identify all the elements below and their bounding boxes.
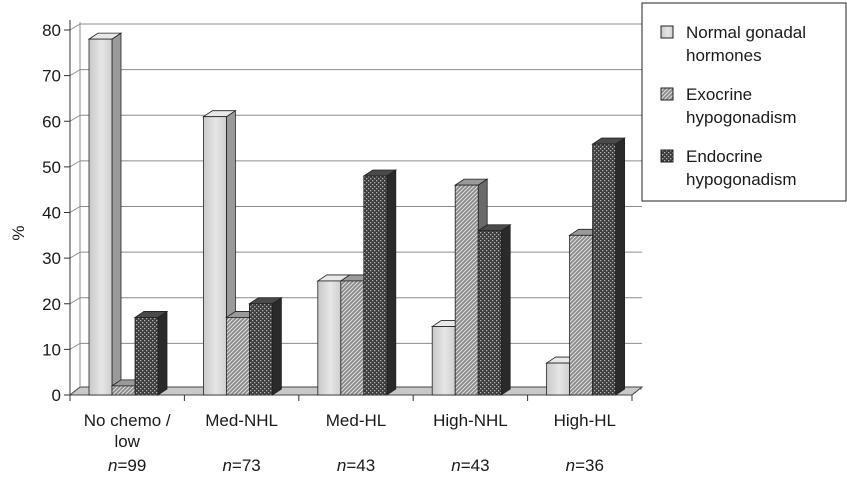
bar-front bbox=[592, 143, 616, 396]
y-tick-label: 40 bbox=[42, 204, 61, 223]
y-axis: 0 10 20 30 40 50 60 70 80 bbox=[42, 20, 633, 405]
category-n-label: n=43 bbox=[337, 456, 375, 475]
legend-box bbox=[641, 2, 847, 202]
bar-2-0 bbox=[133, 310, 169, 396]
bar-front bbox=[88, 38, 113, 396]
legend-label-1: Exocrine bbox=[686, 85, 752, 104]
bar-2-2 bbox=[362, 169, 398, 396]
n-symbol: n bbox=[451, 456, 460, 475]
y-tick-label: 20 bbox=[42, 295, 61, 314]
y-tick-label: 70 bbox=[42, 67, 61, 86]
legend-label-0: hormones bbox=[686, 46, 762, 65]
legend-label-2: hypogonadism bbox=[686, 170, 797, 189]
bar-front bbox=[340, 280, 365, 396]
bar-side bbox=[386, 169, 397, 396]
gridline-side bbox=[69, 114, 81, 122]
n-symbol: n bbox=[222, 456, 231, 475]
legend-swatch-2 bbox=[660, 149, 674, 163]
bar-front bbox=[363, 175, 388, 396]
n-value: =43 bbox=[461, 456, 490, 475]
category-label: Med-HL bbox=[326, 411, 386, 430]
bar-front bbox=[546, 362, 570, 396]
n-symbol: n bbox=[337, 456, 346, 475]
legend-swatch-1 bbox=[660, 87, 674, 101]
bar-front bbox=[569, 234, 593, 396]
y-axis-title: % bbox=[9, 225, 28, 240]
gridline-side bbox=[69, 23, 81, 31]
gridline-side bbox=[69, 342, 81, 350]
n-value: =43 bbox=[346, 456, 375, 475]
y-tick-label: 80 bbox=[42, 21, 61, 40]
n-symbol: n bbox=[566, 456, 575, 475]
gridline-side bbox=[69, 297, 81, 305]
category-n-label: n=73 bbox=[222, 456, 260, 475]
y-tick-label: 0 bbox=[52, 386, 61, 405]
category-n-label: n=36 bbox=[566, 456, 604, 475]
legend-label-0: Normal gonadal bbox=[686, 23, 806, 42]
legend-label-2: Endocrine bbox=[686, 147, 763, 166]
bar-front bbox=[225, 317, 250, 396]
gridline-side bbox=[69, 206, 81, 213]
bar-2-3 bbox=[476, 224, 512, 396]
bar-2-4 bbox=[591, 137, 626, 396]
bar-front bbox=[454, 184, 479, 396]
bar-side bbox=[500, 224, 511, 396]
gridline-side bbox=[69, 251, 81, 259]
x-axis-labels: No chemo /lown=99Med-NHLn=73Med-HLn=43Hi… bbox=[84, 411, 616, 475]
bars bbox=[87, 32, 626, 396]
bar-front bbox=[111, 385, 136, 396]
bar-0-0 bbox=[87, 32, 123, 396]
n-value: =73 bbox=[232, 456, 261, 475]
bar-front bbox=[248, 303, 273, 396]
gridline-side bbox=[69, 160, 81, 168]
bar-front bbox=[431, 326, 456, 396]
category-n-label: n=99 bbox=[108, 456, 146, 475]
y-tick-label: 60 bbox=[42, 112, 61, 131]
bar-front bbox=[202, 116, 227, 396]
bar-side bbox=[157, 310, 168, 396]
legend-swatch-0 bbox=[660, 25, 674, 39]
n-value: =36 bbox=[575, 456, 604, 475]
y-tick-label: 50 bbox=[42, 158, 61, 177]
bar-front bbox=[134, 317, 159, 396]
bar-side bbox=[111, 32, 122, 396]
category-label: No chemo / bbox=[84, 411, 171, 430]
bar-side bbox=[271, 297, 282, 396]
y-tick-label: 30 bbox=[42, 249, 61, 268]
category-label-line2: low bbox=[114, 432, 140, 451]
legend-label-1: hypogonadism bbox=[686, 108, 797, 127]
bar-2-1 bbox=[248, 297, 283, 396]
n-value: =99 bbox=[118, 456, 147, 475]
bar-front bbox=[477, 230, 502, 396]
category-label: High-HL bbox=[554, 411, 616, 430]
bar-front bbox=[317, 280, 342, 396]
gridline-side bbox=[69, 69, 81, 77]
category-label: High-NHL bbox=[433, 411, 508, 430]
y-tick-label: 10 bbox=[42, 340, 61, 359]
legend: Normal gonadal hormones Exocrine hypogonadi… bbox=[641, 2, 847, 202]
n-symbol: n bbox=[108, 456, 117, 475]
category-label: Med-NHL bbox=[205, 411, 278, 430]
bar-side bbox=[615, 137, 625, 396]
category-n-label: n=43 bbox=[451, 456, 489, 475]
